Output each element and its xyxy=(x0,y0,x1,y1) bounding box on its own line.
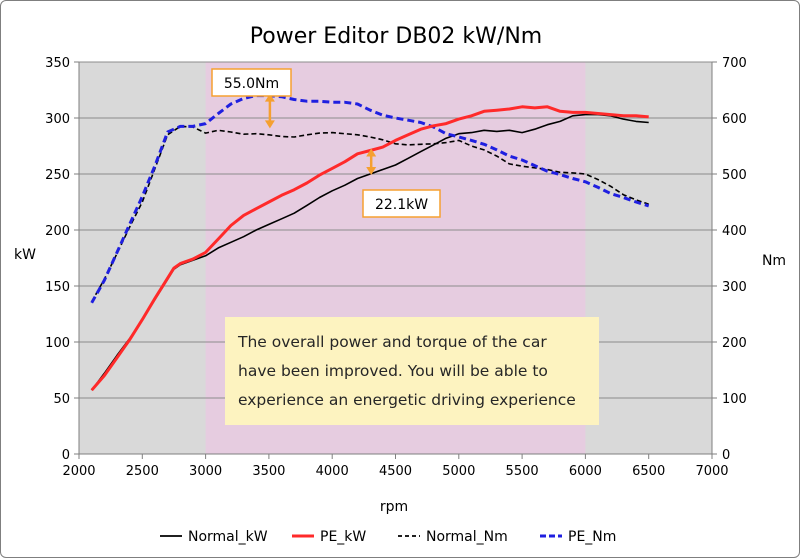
series-line-pe-nm xyxy=(90,94,650,304)
x-tick-label: 3000 xyxy=(189,464,222,479)
arrow-kw-head-down xyxy=(366,167,377,175)
series-line-normal-nm xyxy=(91,125,649,303)
series-line-pe-kw xyxy=(90,105,649,392)
annotation-kw-label: 22.1kW xyxy=(375,197,428,213)
note-background xyxy=(225,317,599,425)
y-left-tick-label: 50 xyxy=(53,392,70,407)
y-axis-title-left: kW xyxy=(14,247,36,263)
annotation-nm-box xyxy=(211,68,292,97)
note-line: have been improved. You will be able to xyxy=(238,362,548,380)
series-group xyxy=(90,94,650,392)
y-right-tick-label: 700 xyxy=(722,56,747,71)
x-tick-label: 5000 xyxy=(442,464,475,479)
y-left-tick-label: 300 xyxy=(45,112,70,127)
legend: Normal_kW PE_kW Normal_Nm PE_Nm xyxy=(160,529,616,545)
y-left-tick-label: 350 xyxy=(45,56,70,71)
y-right-tick-label: 300 xyxy=(722,280,747,295)
x-tick-label: 3500 xyxy=(252,464,285,479)
annotation-kw-box xyxy=(362,189,441,218)
y-right-tick-label: 600 xyxy=(722,112,747,127)
x-tick-label: 4000 xyxy=(316,464,349,479)
y-left-tick-label: 200 xyxy=(45,224,70,239)
annotations: 55.0Nm 22.1kW xyxy=(211,68,441,218)
x-tick-label: 6500 xyxy=(632,464,665,479)
y-right-tick-label: 0 xyxy=(722,448,730,463)
note-line: The overall power and torque of the car xyxy=(237,333,547,351)
axes: 2000 2500 3000 3500 4000 4500 5000 5500 6000 6500… xyxy=(45,56,747,479)
y-left-tick-label: 0 xyxy=(62,448,70,463)
legend-label-normal-kw: Normal_kW xyxy=(188,529,268,545)
arrow-nm-head-up xyxy=(264,93,275,102)
y-left-tick-label: 250 xyxy=(45,168,70,183)
y-axis-title-right: Nm xyxy=(762,253,786,269)
x-tick-label: 4500 xyxy=(379,464,412,479)
y-right-tick-label: 100 xyxy=(722,392,747,407)
chart-title: Power Editor DB02 kW/Nm xyxy=(250,24,542,49)
x-tick-label: 5500 xyxy=(506,464,539,479)
legend-label-normal-nm: Normal_Nm xyxy=(426,529,508,545)
arrow-kw-head-up xyxy=(366,148,377,157)
note-line: experience an energetic driving experien… xyxy=(238,391,576,409)
y-left-tick-label: 100 xyxy=(45,336,70,351)
x-tick-label: 2000 xyxy=(62,464,95,479)
y-left-tick-label: 150 xyxy=(45,280,70,295)
x-tick-label: 7000 xyxy=(695,464,728,479)
x-axis-title: rpm xyxy=(380,499,408,515)
legend-label-pe-kw: PE_kW xyxy=(320,529,366,545)
y-right-tick-label: 200 xyxy=(722,336,747,351)
arrow-nm-head-down xyxy=(264,120,275,129)
note-box: The overall power and torque of the car h… xyxy=(225,317,599,425)
x-tick-label: 6000 xyxy=(569,464,602,479)
y-right-tick-label: 400 xyxy=(722,224,747,239)
x-tick-label: 2500 xyxy=(126,464,159,479)
annotation-nm-label: 55.0Nm xyxy=(224,76,279,92)
legend-label-pe-nm: PE_Nm xyxy=(568,529,616,545)
y-right-tick-label: 500 xyxy=(722,168,747,183)
